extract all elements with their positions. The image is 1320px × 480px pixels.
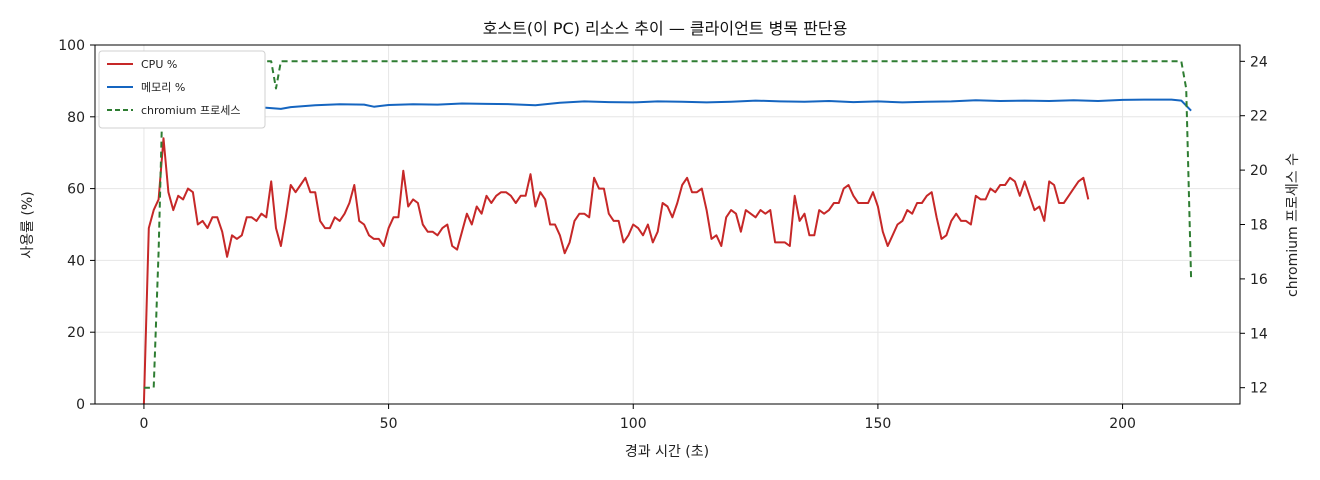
- y2-axis-ticks: 12 14 16 18 20 22 24: [1240, 54, 1268, 397]
- x-tick-label: 50: [380, 416, 398, 432]
- legend-label-2: chromium 프로세스: [141, 104, 240, 117]
- y2-tick-label: 20: [1250, 163, 1268, 179]
- y-tick-label: 60: [67, 182, 85, 198]
- y2-tick-label: 24: [1250, 54, 1268, 70]
- y2-tick-label: 14: [1250, 326, 1268, 342]
- series-line-2: [143, 60, 1193, 389]
- y-axis-ticks: 0 20 40 60 80 100: [58, 38, 95, 413]
- legend-label-0: CPU %: [141, 58, 177, 71]
- y-tick-label: 100: [58, 38, 85, 54]
- y-tick-label: 20: [67, 325, 85, 341]
- y-tick-label: 40: [67, 253, 85, 269]
- y2-tick-label: 12: [1250, 381, 1268, 397]
- y-axis-title: 사용률 (%): [20, 191, 36, 258]
- legend: CPU % 메모리 % chromium 프로세스: [98, 50, 266, 129]
- y2-tick-label: 18: [1250, 218, 1268, 234]
- x-tick-label: 200: [1109, 416, 1136, 432]
- chart-title: 호스트(이 PC) 리소스 추이 — 클라이언트 병목 판단용: [483, 19, 848, 38]
- legend-box: [98, 50, 266, 129]
- y-tick-label: 0: [76, 397, 85, 413]
- x-axis-ticks: 0 50 100 150 200: [139, 404, 1136, 432]
- y2-tick-label: 22: [1250, 109, 1268, 125]
- x-tick-label: 150: [865, 416, 892, 432]
- x-tick-label: 100: [620, 416, 647, 432]
- series-layer: [142, 60, 1193, 405]
- legend-label-1: 메모리 %: [141, 81, 185, 94]
- y-tick-label: 80: [67, 110, 85, 126]
- series-line-0: [142, 137, 1090, 405]
- series-line-1: [143, 98, 1192, 112]
- y2-tick-label: 16: [1250, 272, 1268, 288]
- y2-axis-title: chromium 프로세스 수: [1285, 153, 1301, 297]
- x-axis-title: 경과 시간 (초): [625, 444, 709, 460]
- plot-frame: [94, 44, 1241, 405]
- x-tick-label: 0: [139, 416, 148, 432]
- grid-lines: [95, 44, 1240, 405]
